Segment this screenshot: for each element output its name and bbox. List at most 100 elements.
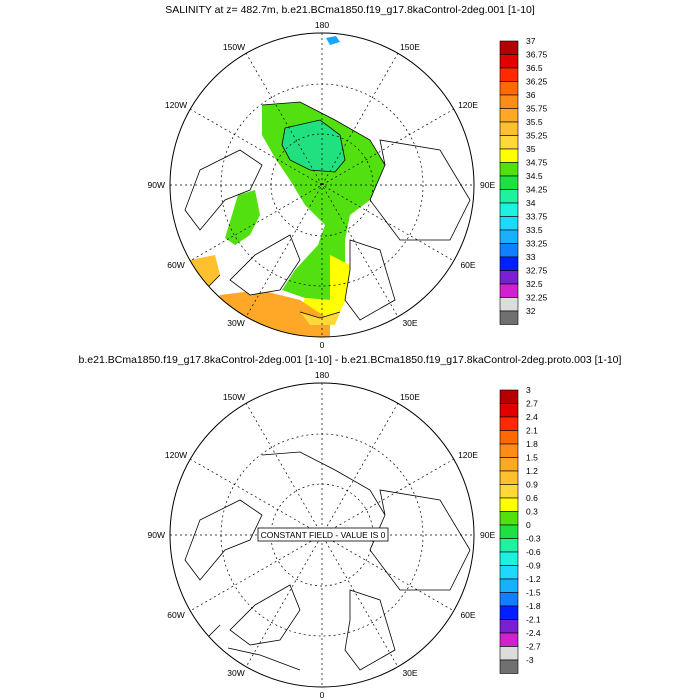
lon-label-120e: 120E	[458, 450, 478, 460]
colorbar-label: 33.75	[526, 212, 548, 222]
colorbar-label: 36.75	[526, 50, 548, 60]
colorbar-swatch	[499, 605, 519, 620]
colorbar-label: -0.6	[526, 547, 541, 557]
lon-label-90e: 90E	[480, 530, 495, 540]
colorbar-swatch	[499, 40, 519, 55]
lon-label-60w: 60W	[167, 260, 184, 270]
colorbar-label: 32.75	[526, 266, 548, 276]
panel-1-lon-labels: 180 0 90W 90E 150W 120W 60W 30W 150E 120…	[148, 20, 496, 350]
colorbar-label: 35	[526, 144, 536, 154]
colorbar-swatch	[499, 108, 519, 123]
colorbar-swatch	[499, 189, 519, 204]
panel-1: SALINITY at z= 482.7m, b.e21.BCma1850.f1…	[148, 4, 548, 350]
colorbar-swatch	[499, 524, 519, 539]
land-mask-greenland	[230, 235, 300, 295]
colorbar-label: 2.7	[526, 399, 538, 409]
colorbar-swatch	[499, 54, 519, 69]
lon-label-60w: 60W	[167, 610, 184, 620]
colorbar-label: 36	[526, 90, 536, 100]
colorbar-swatch	[499, 497, 519, 512]
colorbar-label: 3	[526, 385, 531, 395]
lon-label-120e: 120E	[458, 100, 478, 110]
colorbar-swatch	[499, 538, 519, 553]
lon-label-0: 0	[320, 690, 325, 700]
constant-field-message: CONSTANT FIELD - VALUE IS 0	[257, 527, 389, 542]
colorbar-swatch	[499, 403, 519, 418]
colorbar-label: -2.4	[526, 628, 541, 638]
colorbar-label: -3	[526, 655, 534, 665]
lon-label-150w: 150W	[223, 42, 245, 52]
colorbar-swatch	[499, 430, 519, 445]
colorbar-swatch	[499, 216, 519, 231]
panel-2-title: b.e21.BCma1850.f19_g17.8kaControl-2deg.0…	[79, 354, 622, 366]
colorbar-label: 1.2	[526, 466, 538, 476]
colorbar-swatch	[499, 659, 519, 674]
colorbar-label: -2.7	[526, 642, 541, 652]
colorbar-swatch	[499, 175, 519, 190]
colorbar-swatch	[499, 162, 519, 177]
colorbar-label: -0.9	[526, 561, 541, 571]
colorbar-label: -1.8	[526, 601, 541, 611]
colorbar-label: -1.5	[526, 588, 541, 598]
panel-2-coastlines	[184, 451, 471, 671]
colorbar-swatch	[499, 135, 519, 150]
panel-1-colorbar: 37 36.75 36.5 36.25 36 35.75 35.5 35.25 35 34.75 3…	[499, 36, 548, 325]
colorbar-label: 35.5	[526, 117, 543, 127]
panel-1-graticule	[170, 33, 474, 337]
colorbar-label: 2.4	[526, 412, 538, 422]
panel-1-coastlines	[184, 101, 471, 321]
colorbar-swatch	[499, 310, 519, 325]
colorbar-label: 1.8	[526, 439, 538, 449]
land-mask-siberia	[370, 140, 470, 240]
colorbar-swatch	[499, 389, 519, 404]
lon-label-90w: 90W	[148, 530, 165, 540]
lon-label-120w: 120W	[165, 100, 187, 110]
colorbar-swatch	[499, 551, 519, 566]
lon-label-180: 180	[315, 370, 329, 380]
sea-ice-blue	[326, 36, 340, 45]
colorbar-swatch	[499, 202, 519, 217]
colorbar-label: 0	[526, 520, 531, 530]
salinity-field-core-34-75	[281, 119, 346, 173]
colorbar-swatch	[499, 270, 519, 285]
lon-label-30w: 30W	[227, 668, 244, 678]
lon-label-90e: 90E	[480, 180, 495, 190]
colorbar-swatch	[499, 632, 519, 647]
lon-label-150e: 150E	[400, 392, 420, 402]
lon-label-60e: 60E	[460, 260, 475, 270]
panel-2-map-border	[169, 382, 475, 688]
message-text: CONSTANT FIELD - VALUE IS 0	[261, 530, 386, 540]
colorbar-swatch	[499, 243, 519, 258]
lon-label-0: 0	[320, 340, 325, 350]
colorbar-swatch	[499, 67, 519, 82]
lon-label-30w: 30W	[227, 318, 244, 328]
colorbar-label: 32.5	[526, 279, 543, 289]
colorbar-label: 0.9	[526, 480, 538, 490]
lon-label-120w: 120W	[165, 450, 187, 460]
colorbar-label: -0.3	[526, 534, 541, 544]
lon-label-150e: 150E	[400, 42, 420, 52]
colorbar-swatch	[499, 511, 519, 526]
colorbar-swatch	[499, 565, 519, 580]
colorbar-label: 36.5	[526, 63, 543, 73]
colorbar-label: 34.75	[526, 158, 548, 168]
colorbar-swatch	[499, 283, 519, 298]
colorbar-label: 33	[526, 252, 536, 262]
salinity-field-yellow	[300, 255, 350, 318]
panel-2: b.e21.BCma1850.f19_g17.8kaControl-2deg.0…	[79, 354, 622, 700]
lon-label-90w: 90W	[148, 180, 165, 190]
colorbar-swatch	[499, 470, 519, 485]
colorbar-label: 2.1	[526, 426, 538, 436]
colorbar-label: 36.25	[526, 77, 548, 87]
salinity-field-orange-33	[190, 255, 220, 290]
colorbar-swatch	[499, 619, 519, 634]
colorbar-label: 1.5	[526, 453, 538, 463]
colorbar-swatch	[499, 484, 519, 499]
colorbar-label: -1.2	[526, 574, 541, 584]
salinity-field-green-west	[225, 190, 260, 245]
colorbar-label: 34.25	[526, 185, 548, 195]
colorbar-swatch	[499, 256, 519, 271]
panel-1-map-field	[184, 36, 471, 337]
colorbar-swatch	[499, 94, 519, 109]
